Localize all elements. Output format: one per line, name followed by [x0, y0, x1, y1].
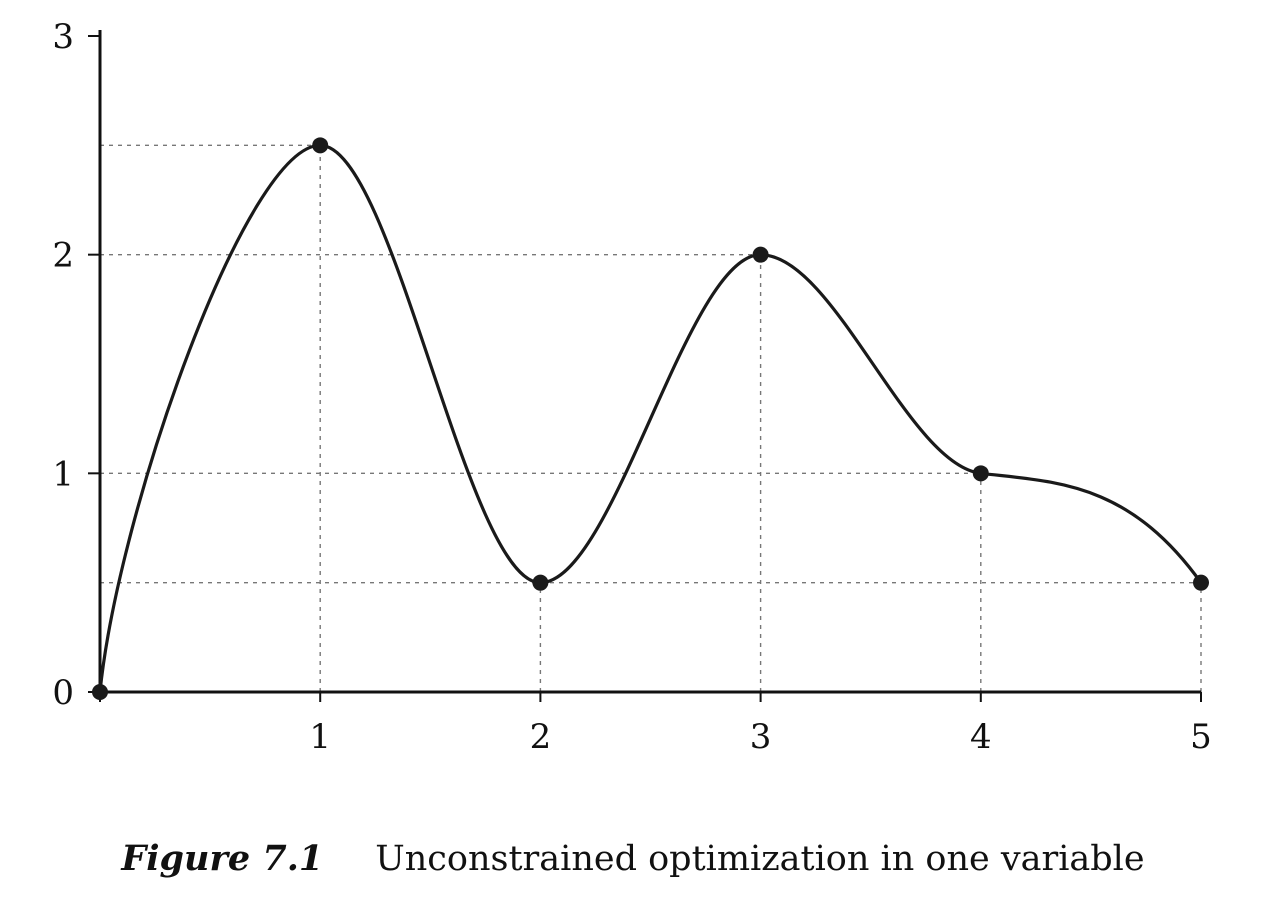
y-tick-label-2: 2: [52, 236, 74, 276]
data-point-4: [972, 465, 989, 482]
data-point-2: [532, 574, 549, 591]
data-point-1: [312, 137, 329, 154]
y-tick-label-1: 1: [52, 454, 74, 494]
figure-caption-text: Unconstrained optimization in one variab…: [375, 839, 1145, 879]
x-tick-label-3: 3: [750, 717, 772, 757]
x-tick-label-2: 2: [530, 717, 552, 757]
tick-labels: 1 2 3 4 5 0 1 2 3: [52, 17, 1211, 757]
figure-caption: Figure 7.1 Unconstrained optimization in …: [0, 838, 1266, 879]
reference-lines: [100, 144, 1202, 692]
y-tick-label-3: 3: [52, 17, 74, 57]
data-point-5: [1193, 574, 1209, 591]
axes: [88, 30, 1202, 702]
x-tick-label-5: 5: [1190, 717, 1212, 757]
y-tick-label-0: 0: [52, 673, 74, 713]
curve-layer: [98, 143, 1203, 694]
data-point-3: [752, 246, 769, 263]
x-tick-label-1: 1: [309, 717, 331, 757]
points-layer: [92, 137, 1209, 700]
figure-caption-label: Figure 7.1: [121, 838, 324, 879]
x-tick-label-4: 4: [970, 717, 992, 757]
data-point-0: [92, 684, 108, 700]
function-curve: [98, 143, 1203, 694]
